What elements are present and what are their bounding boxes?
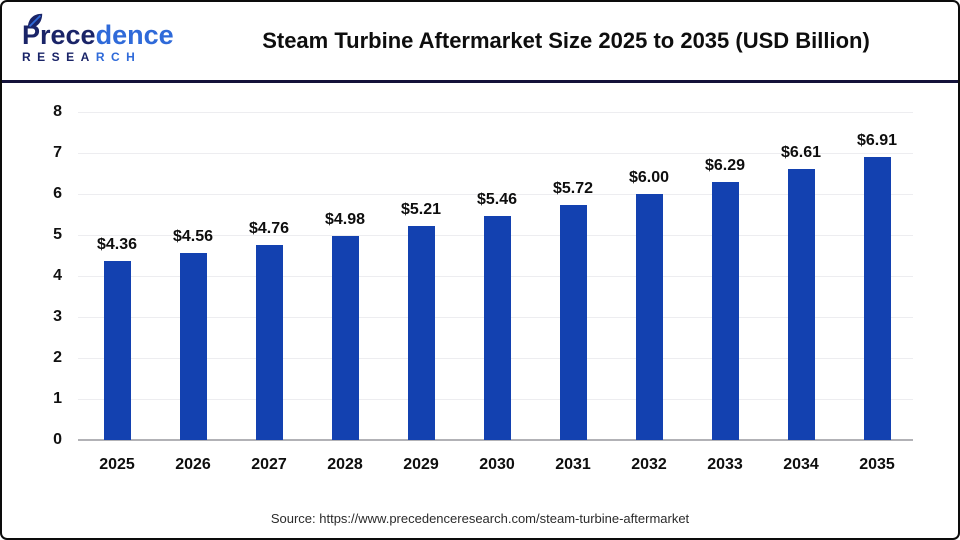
y-tick-label: 7	[53, 144, 62, 161]
y-tick-label: 1	[53, 390, 62, 407]
header: Precedence RESEARCH Steam Turbine Afterm…	[2, 2, 958, 80]
bar	[863, 156, 891, 440]
y-tick-label: 3	[53, 308, 62, 325]
bar-value-label: $6.91	[856, 131, 898, 149]
bar-value-label: $4.76	[248, 219, 290, 237]
bar	[483, 216, 511, 440]
y-tick-label: 6	[53, 185, 62, 202]
gridline	[78, 153, 913, 154]
bar-value-label: $4.56	[172, 228, 214, 246]
x-tick-label: 2030	[479, 456, 515, 473]
bar-value-label: $6.00	[628, 169, 670, 186]
x-tick-label: 2027	[251, 456, 287, 473]
bar-value-label: $5.46	[476, 191, 518, 209]
bar-value-label: $6.61	[780, 143, 822, 161]
y-tick-label: 0	[53, 431, 62, 448]
bar-value-label: $5.21	[400, 201, 442, 219]
x-tick-label: 2032	[631, 456, 667, 473]
x-tick-label: 2026	[175, 456, 211, 473]
x-tick-label: 2025	[99, 456, 135, 473]
bar-value-label: $4.36	[96, 236, 138, 254]
gridline	[78, 194, 913, 195]
bar	[179, 253, 207, 440]
bar	[787, 168, 815, 440]
bar-value-label: $5.72	[552, 180, 594, 198]
x-tick-label: 2034	[783, 456, 819, 473]
bar-value-label: $4.98	[324, 210, 366, 228]
x-tick-label: 2035	[859, 456, 895, 473]
bar	[559, 205, 587, 440]
x-tick-label: 2033	[707, 456, 743, 473]
y-tick-label: 5	[53, 226, 62, 243]
logo-wordmark: Precedence	[22, 19, 174, 50]
y-tick-label: 2	[53, 349, 62, 366]
bar-value-label: $6.29	[704, 157, 746, 175]
source-citation: Source: https://www.precedenceresearch.c…	[270, 511, 690, 526]
bar	[635, 194, 663, 440]
bar	[255, 244, 283, 440]
bar	[711, 182, 739, 440]
x-tick-label: 2029	[403, 456, 439, 473]
bar	[331, 235, 359, 440]
bar	[103, 261, 131, 440]
chart-plot: 0 1 2 3 4 5 6 7 8 $4.36 2025 $4.56 2026 $4.76 2027 $4.9…	[2, 84, 958, 484]
leaf-icon	[27, 13, 43, 28]
logo-subtitle: RESEARCH	[22, 49, 142, 64]
y-tick-label: 4	[53, 267, 62, 284]
x-tick-label: 2031	[555, 456, 591, 473]
bar	[407, 226, 435, 440]
y-tick-label: 8	[53, 103, 62, 120]
header-divider	[2, 80, 958, 83]
x-tick-label: 2028	[327, 456, 363, 473]
gridline	[78, 112, 913, 113]
chart-title: Steam Turbine Aftermarket Size 2025 to 2…	[262, 28, 870, 53]
x-axis-line	[78, 439, 913, 441]
precedence-research-logo: Precedence RESEARCH	[22, 13, 202, 64]
